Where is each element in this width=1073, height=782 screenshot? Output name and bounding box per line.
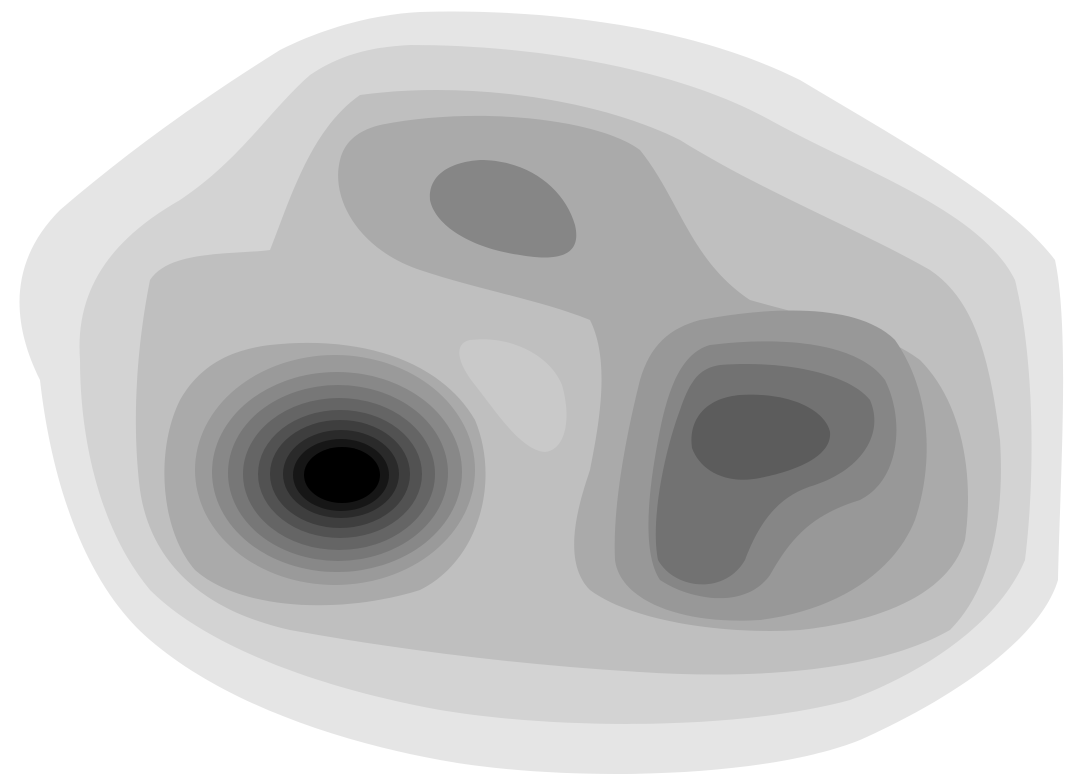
contour-right-core [691, 394, 831, 480]
contour-top-core [429, 160, 577, 258]
light-spot [459, 339, 567, 452]
contour-left-core [304, 447, 380, 503]
